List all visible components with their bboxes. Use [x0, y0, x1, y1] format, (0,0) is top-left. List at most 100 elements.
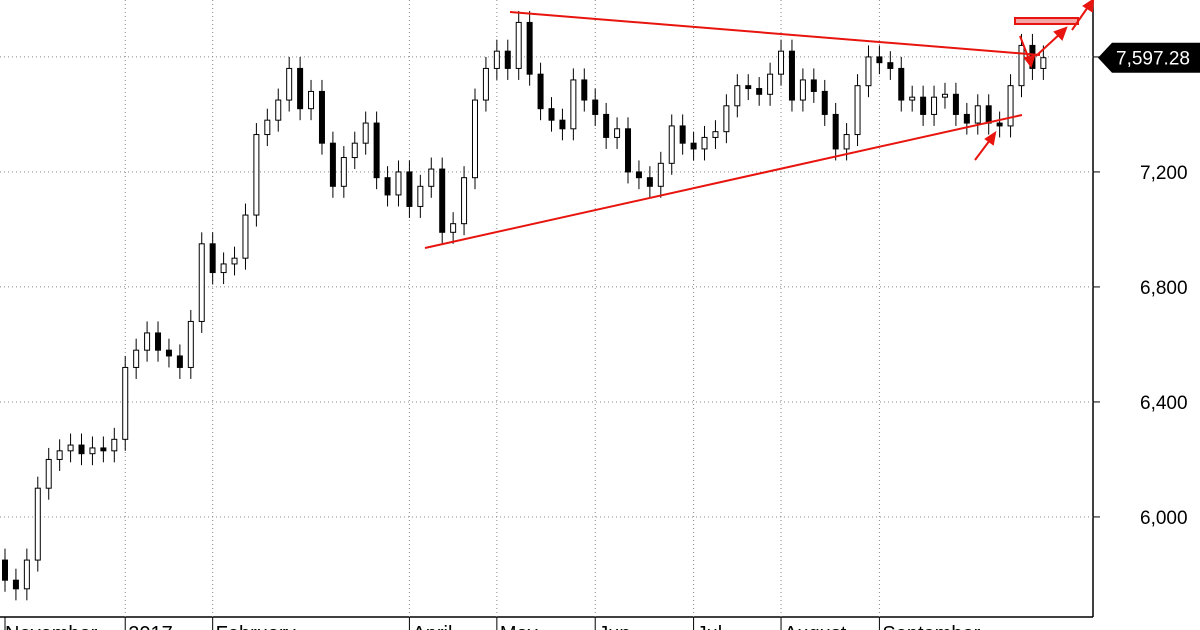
candle-body [23, 559, 30, 590]
arrow-head [1023, 54, 1036, 69]
x-tick-label: Jul [697, 623, 723, 630]
candle-body [165, 349, 172, 357]
candle-body [122, 366, 129, 440]
x-tick-label: February [216, 623, 296, 630]
candle-body [198, 243, 205, 322]
candle-body [395, 171, 402, 196]
candle-body [133, 349, 140, 368]
last-price-tag [1098, 42, 1200, 73]
grid [0, 0, 1093, 617]
candle-body [78, 444, 85, 455]
candle-body [581, 79, 588, 101]
candle-body [493, 50, 500, 69]
y-tick-label: 6,000 [1140, 508, 1188, 529]
candle-body [821, 90, 828, 115]
candle-body [242, 214, 249, 259]
candle-body [931, 96, 938, 115]
candle-body [701, 136, 708, 150]
candle-body [865, 56, 872, 87]
arrow-head [1082, 0, 1095, 13]
candle-body [1040, 57, 1047, 69]
candle-body [887, 62, 894, 69]
x-tick-label: Jun [598, 623, 630, 630]
candle-body [745, 85, 752, 90]
y-tick-label: 6,400 [1140, 393, 1188, 414]
candle-body [155, 332, 162, 351]
candle-body [471, 99, 478, 179]
candle-body [810, 79, 817, 92]
candle-body [89, 447, 96, 455]
candle-body [231, 257, 238, 265]
candle-body [603, 113, 610, 138]
resistance-trendline [509, 11, 1041, 56]
x-tick-label: September [882, 623, 980, 630]
x-tick-label: May [500, 623, 538, 630]
candle-body [428, 168, 435, 187]
candle-body [712, 131, 719, 138]
candles [2, 10, 1047, 601]
candle-body [526, 21, 533, 75]
axis-labels: 6,0006,4006,8007,2007,600November2017Feb… [4, 42, 1200, 630]
candle-body [570, 79, 577, 130]
candle-body [898, 67, 905, 101]
candle-body [996, 122, 1003, 127]
candle-body [286, 67, 293, 101]
candle-body [1007, 85, 1014, 127]
candle-body [767, 73, 774, 95]
candle-body [952, 93, 959, 115]
candle-body [209, 243, 216, 274]
candle-body [67, 444, 74, 452]
arrow-head [984, 130, 997, 146]
candle-body [920, 96, 927, 115]
candle-body [1018, 44, 1025, 87]
candle-body [264, 119, 271, 136]
candle-body [220, 263, 227, 274]
candle-body [482, 67, 489, 101]
candle-body [635, 171, 642, 179]
x-tick-label: April [412, 623, 452, 630]
candle-body [12, 579, 19, 590]
candle-body [679, 125, 686, 144]
target-box [1014, 17, 1079, 25]
candle-body [876, 56, 883, 64]
candle-body [461, 177, 468, 225]
trend-drawings [424, 0, 1095, 249]
candle-body [854, 85, 861, 136]
candle-body [941, 93, 948, 98]
candle-body [439, 168, 446, 233]
candle-body [799, 79, 806, 101]
candle-body [56, 450, 63, 460]
candle-body [537, 73, 544, 110]
last-price-label: 7,597.28 [1116, 49, 1190, 70]
y-tick-label: 7,200 [1140, 163, 1188, 184]
candle-body [985, 105, 992, 124]
candle-body [788, 50, 795, 101]
candle-body [176, 355, 183, 368]
candle-body [909, 96, 916, 101]
candle-body [351, 142, 358, 159]
x-tick-label: 2017 [128, 623, 173, 630]
candle-body [778, 50, 785, 75]
candle-body [559, 119, 566, 130]
candle-body [111, 438, 118, 452]
candle-body [963, 113, 970, 124]
candle-body [100, 447, 107, 452]
candle-body [646, 177, 653, 187]
candle-body [329, 142, 336, 187]
candle-body [417, 185, 424, 207]
candle-body [34, 487, 41, 561]
candle-body [592, 99, 599, 115]
candle-body [843, 134, 850, 150]
candle-body [340, 157, 347, 187]
candle-body [187, 320, 194, 368]
candle-body [548, 108, 555, 121]
candle-body [832, 113, 839, 150]
arrow-head [1053, 26, 1068, 41]
candle-body [614, 128, 621, 138]
support-trendline [424, 114, 1023, 249]
candle-body [275, 99, 282, 121]
candle-body [2, 559, 8, 581]
x-tick-label: November [5, 623, 98, 630]
